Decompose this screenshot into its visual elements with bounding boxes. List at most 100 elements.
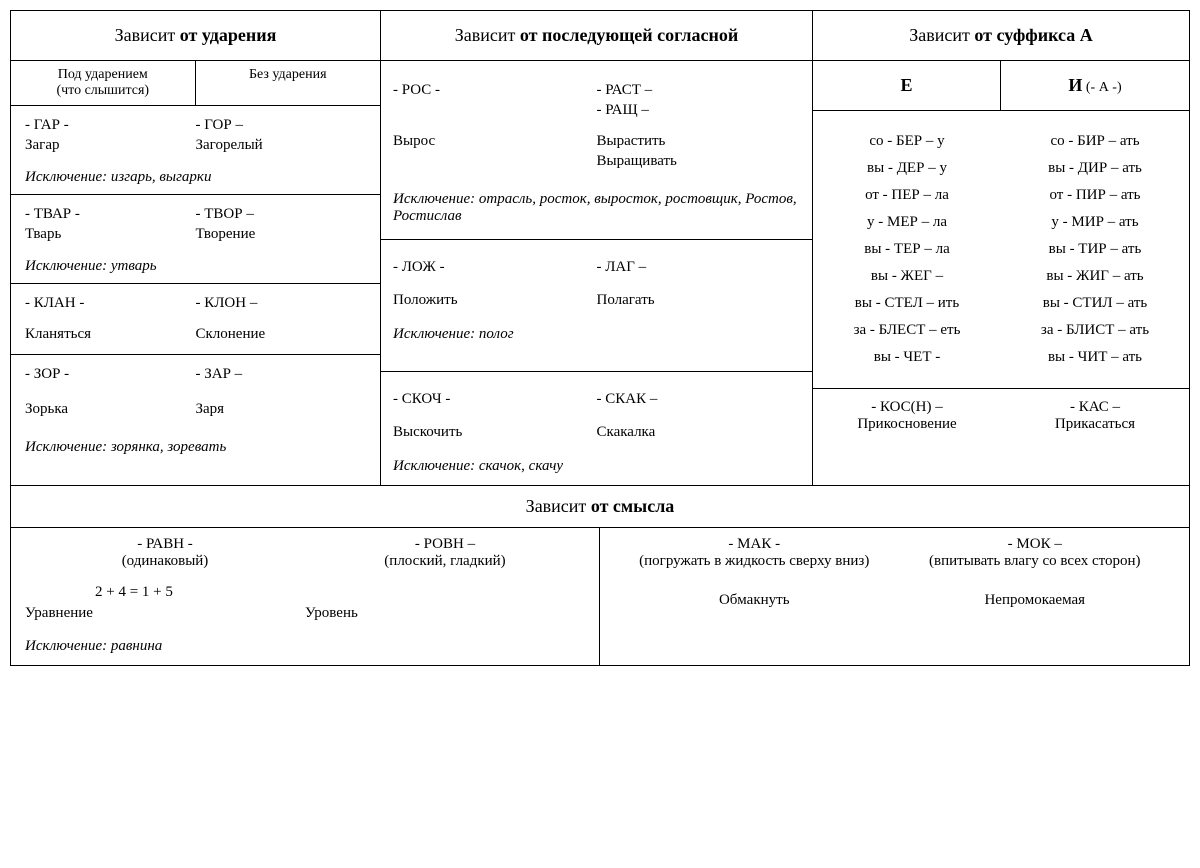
kos-example: Прикосновение [819, 416, 995, 433]
footer-header: Зависит от смысла [11, 485, 1189, 528]
e-list-item: со - БЕР – у [813, 133, 1001, 150]
tvor-example: Творение [196, 226, 367, 243]
lozh-root: - ЛОЖ - [393, 259, 597, 276]
footer-header-prefix: Зависит [526, 496, 591, 516]
header-col2-bold: от последующей согласной [520, 25, 738, 45]
ravn-example: Уравнение [25, 605, 305, 622]
e-list-item: вы - ДЕР – у [813, 160, 1001, 177]
i-list-item: за - БЛИСТ – ать [1001, 322, 1189, 339]
col1-block1: - ГАР - Загар - ГОР – Загорелый Исключен… [11, 106, 380, 195]
footer-header-bold: от смысла [591, 496, 675, 516]
i-list-item: у - МИР – ать [1001, 214, 1189, 231]
i-header: И (- А -) [1001, 61, 1189, 110]
e-list-item: вы - СТЕЛ – ить [813, 295, 1001, 312]
mok-root: - МОК – [895, 536, 1176, 553]
footer-left: - РАВН - (одинаковый) - РОВН – (плоский,… [11, 528, 600, 665]
lag-root: - ЛАГ – [597, 259, 801, 276]
i-header-main: И [1068, 75, 1082, 95]
col1-block3: - КЛАН - Кланяться - КЛОН – Склонение [11, 284, 380, 355]
header-col1-bold: от ударения [180, 25, 277, 45]
i-list-item: со - БИР – ать [1001, 133, 1189, 150]
col1: Под ударением (что слышится) Без ударени… [11, 61, 381, 485]
ravn-note: (одинаковый) [25, 553, 305, 570]
rast-example2: Выращивать [597, 153, 801, 170]
tvar-root: - ТВАР - [25, 206, 196, 223]
tvar-exception: Исключение: утварь [25, 258, 366, 275]
header-col3: Зависит от суффикса А [813, 11, 1189, 61]
col2-block3: - СКОЧ - Выскочить - СКАК – Скакалка Иск… [381, 372, 812, 485]
tvar-example: Тварь [25, 226, 196, 243]
klan-example: Кланяться [25, 326, 196, 343]
ravn-exception: Исключение: равнина [25, 638, 585, 655]
rasch-root: - РАЩ – [597, 102, 801, 119]
kas-root: - КАС – [1007, 399, 1183, 416]
header-col3-bold: от суффикса А [974, 25, 1092, 45]
gor-root: - ГОР – [196, 117, 367, 134]
skak-example: Скакалка [597, 424, 801, 441]
footer-row: - РАВН - (одинаковый) - РОВН – (плоский,… [11, 528, 1189, 665]
gor-example: Загорелый [196, 137, 367, 154]
e-list: со - БЕР – увы - ДЕР – уот - ПЕР – лау -… [813, 123, 1001, 376]
ravn-equation: 2 + 4 = 1 + 5 [95, 584, 585, 601]
i-list-item: вы - ТИР – ать [1001, 241, 1189, 258]
lozh-example: Положить [393, 292, 597, 309]
kas-example: Прикасаться [1007, 416, 1183, 433]
zor-example: Зорька [25, 401, 196, 418]
ros-exception: Исключение: отрасль, росток, выросток, р… [393, 191, 800, 225]
kos-root: - КОС(Н) – [819, 399, 995, 416]
rovn-example: Уровень [305, 605, 585, 622]
e-list-item: вы - ЖЕГ – [813, 268, 1001, 285]
col1-block4: - ЗОР - Зорька - ЗАР – Заря Исключение: … [11, 355, 380, 464]
header-col3-prefix: Зависит [909, 25, 974, 45]
mok-note: (впитывать влагу со всех сторон) [895, 553, 1176, 570]
mok-example: Непромокаемая [895, 592, 1176, 609]
klon-root: - КЛОН – [196, 295, 367, 312]
i-list-item: вы - ДИР – ать [1001, 160, 1189, 177]
i-list-item: вы - ЖИГ – ать [1001, 268, 1189, 285]
i-list-item: от - ПИР – ать [1001, 187, 1189, 204]
gar-root: - ГАР - [25, 117, 196, 134]
zar-example: Заря [196, 401, 367, 418]
col1-subheader: Под ударением (что слышится) Без ударени… [11, 61, 380, 106]
i-header-sub: (- А -) [1082, 80, 1121, 95]
e-list-item: вы - ЧЕТ - [813, 349, 1001, 366]
rovn-note: (плоский, гладкий) [305, 553, 585, 570]
col3-bottom: - КОС(Н) – Прикосновение - КАС – Прикаса… [813, 389, 1189, 443]
lag-example: Полагать [597, 292, 801, 309]
gar-example: Загар [25, 137, 196, 154]
i-list-item: вы - ЧИТ – ать [1001, 349, 1189, 366]
zar-root: - ЗАР – [196, 366, 367, 383]
col2-block2: - ЛОЖ - Положить - ЛАГ – Полагать Исключ… [381, 240, 812, 372]
klon-example: Склонение [196, 326, 367, 343]
header-col2-prefix: Зависит [455, 25, 520, 45]
lozh-exception: Исключение: полог [393, 326, 800, 343]
skoch-root: - СКОЧ - [393, 391, 597, 408]
col3-list-row: со - БЕР – увы - ДЕР – уот - ПЕР – лау -… [813, 111, 1189, 389]
ros-root: - РОС - [393, 82, 597, 99]
rast-example1: Вырастить [597, 133, 801, 150]
col2-block1: - РОС - Вырос - РАСТ – - РАЩ – Вырастить… [381, 61, 812, 240]
col1-sub-left: Под ударением (что слышится) [11, 61, 196, 105]
e-list-item: вы - ТЕР – ла [813, 241, 1001, 258]
klan-root: - КЛАН - [25, 295, 196, 312]
e-header: Е [813, 61, 1001, 110]
header-row: Зависит от ударения Зависит от последующ… [11, 11, 1189, 61]
header-col2: Зависит от последующей согласной [381, 11, 813, 61]
mak-root: - МАК - [614, 536, 895, 553]
mak-example: Обмакнуть [614, 592, 895, 609]
tvor-root: - ТВОР – [196, 206, 367, 223]
header-col1-prefix: Зависит [115, 25, 180, 45]
i-list-item: вы - СТИЛ – ать [1001, 295, 1189, 312]
zor-exception: Исключение: зорянка, зоревать [25, 439, 366, 456]
zor-root: - ЗОР - [25, 366, 196, 383]
e-list-item: за - БЛЕСТ – еть [813, 322, 1001, 339]
mak-note: (погружать в жидкость сверху вниз) [614, 553, 895, 570]
col2: - РОС - Вырос - РАСТ – - РАЩ – Вырастить… [381, 61, 813, 485]
rovn-root: - РОВН – [305, 536, 585, 553]
skoch-exception: Исключение: скачок, скачу [393, 458, 800, 475]
body-row: Под ударением (что слышится) Без ударени… [11, 61, 1189, 485]
gar-exception: Исключение: изгарь, выгарки [25, 169, 366, 186]
main-table: Зависит от ударения Зависит от последующ… [10, 10, 1190, 666]
ros-example: Вырос [393, 133, 597, 150]
col3-subheader: Е И (- А -) [813, 61, 1189, 111]
